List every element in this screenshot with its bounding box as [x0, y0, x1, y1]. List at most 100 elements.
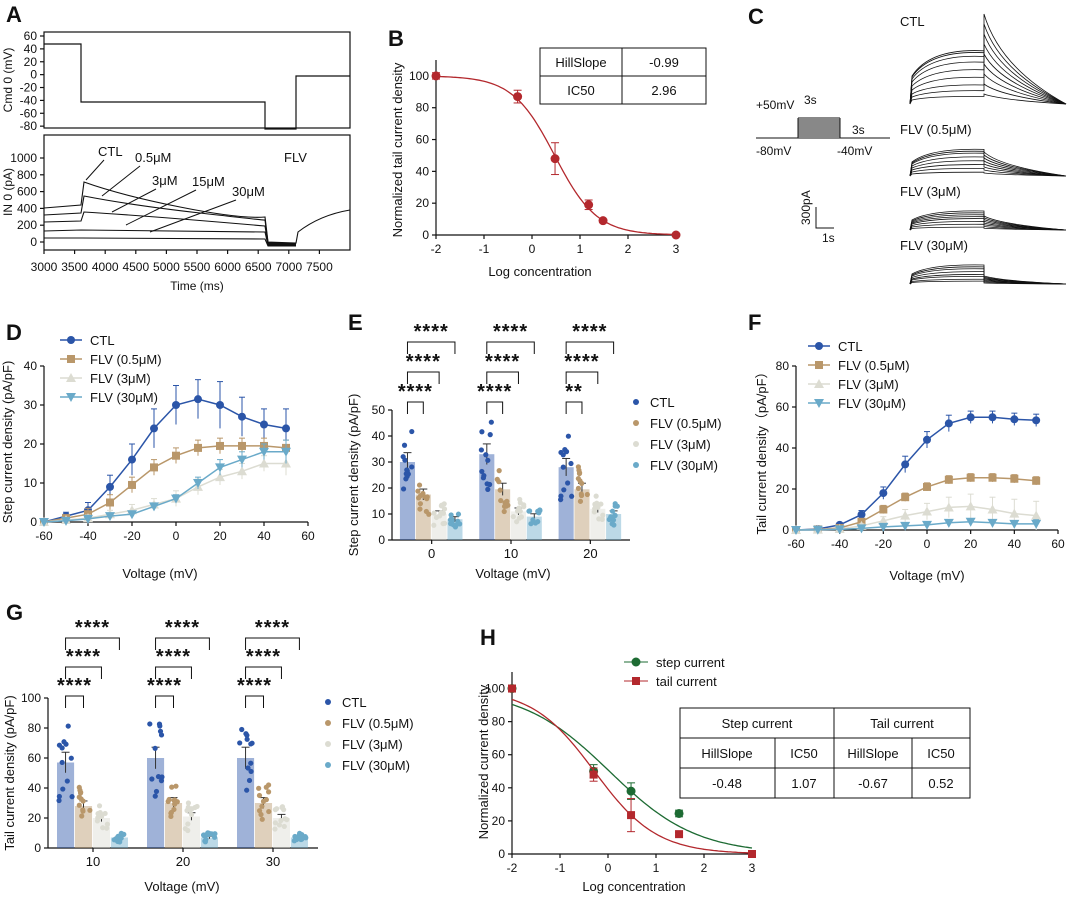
sig-bracket	[486, 341, 535, 354]
data-point	[128, 480, 136, 489]
dot	[501, 508, 507, 515]
sig-label: ****	[165, 617, 200, 639]
x-tick-label: 10	[86, 854, 100, 869]
flv30-trace	[909, 264, 1067, 285]
dot	[248, 741, 254, 747]
dot	[576, 467, 582, 473]
x-tick-label: 40	[257, 529, 271, 543]
dot	[79, 813, 85, 819]
dot	[76, 794, 82, 800]
panel-b-chart: 0 20 40 60 80 100 -2 -1 0 1 2 3 Log concentration N…	[390, 47, 707, 279]
panel-b-ylabel: Normalized tail current density	[390, 62, 405, 237]
sig-label: ****	[477, 381, 512, 403]
annot-15-line	[125, 189, 197, 226]
data-point	[901, 493, 910, 502]
panel-label-f: F	[748, 310, 761, 335]
dot	[501, 503, 508, 510]
dot	[560, 452, 566, 458]
sig-label: ****	[485, 351, 520, 373]
y-tick-label: 100	[485, 682, 505, 696]
bar	[415, 494, 431, 540]
data-point	[194, 443, 202, 452]
legend-marker	[325, 762, 331, 768]
series-line	[795, 476, 1037, 531]
legend-label: FLV (30μM)	[342, 758, 410, 773]
panel-a-voltage-command	[44, 43, 350, 130]
dot	[185, 827, 191, 834]
panel-h-xlabel: Log concentration	[582, 879, 685, 894]
data-point	[106, 482, 114, 491]
data-point	[172, 451, 180, 460]
x-tick-label: 10	[504, 546, 518, 561]
legend-marker	[633, 399, 639, 405]
h-point	[508, 684, 516, 693]
y-tick-label: 20	[416, 196, 430, 210]
dot	[487, 481, 493, 488]
panel-b-table-key-1: HillSlope	[555, 55, 606, 70]
dot	[441, 501, 447, 507]
y-tick-label: 80	[492, 715, 506, 729]
h-point	[589, 770, 598, 779]
y-tick-label: 60	[416, 133, 430, 147]
b-point	[598, 216, 608, 226]
panel-label-d: D	[6, 320, 22, 345]
x-tick-label: -2	[507, 861, 518, 875]
annot-05: 0.5μM	[135, 150, 171, 165]
y-tick-label: 0	[498, 847, 505, 861]
dot	[245, 765, 251, 771]
y-tick-label: 50	[372, 403, 386, 417]
dot	[577, 498, 584, 504]
data-point	[944, 419, 953, 428]
legend-label: FLV (30μM)	[90, 390, 158, 405]
annot-15: 15μM	[192, 174, 225, 189]
b-point	[431, 71, 441, 81]
x-tick-label: -40	[831, 537, 849, 551]
data-point	[987, 504, 998, 514]
dot	[118, 835, 124, 841]
data-point	[150, 463, 158, 472]
dot	[402, 457, 408, 463]
data-point	[857, 510, 866, 519]
data-point	[944, 475, 953, 484]
panel-label-a: A	[6, 2, 22, 27]
x-tick-label: -40	[79, 529, 97, 543]
legend-tail-marker	[632, 677, 640, 685]
h-table-sub-3: HillSlope	[847, 746, 898, 761]
x-tick-label: 30	[266, 854, 280, 869]
h-point	[627, 811, 636, 820]
x-tick-label: -20	[123, 529, 141, 543]
data-point	[923, 435, 931, 444]
data-point	[878, 515, 889, 525]
dot	[59, 759, 65, 766]
data-point	[193, 479, 203, 488]
dot	[480, 475, 487, 481]
dot	[243, 731, 249, 737]
series-line	[43, 451, 286, 523]
data-point	[1010, 474, 1019, 483]
dot	[614, 503, 620, 509]
data-point	[988, 473, 997, 482]
flv3-trace	[909, 223, 1067, 231]
y-tick-label: 100	[409, 69, 429, 83]
dot	[263, 784, 269, 790]
ctl-trace	[909, 72, 1067, 105]
dot	[281, 823, 287, 830]
data-point	[943, 518, 954, 528]
dot	[417, 501, 424, 507]
h-table-val-4: 0.52	[928, 776, 953, 791]
sig-label: ****	[255, 617, 290, 639]
y-tick-label: 20	[492, 814, 506, 828]
dot	[518, 514, 524, 520]
a-x-tick-label: 7500	[306, 260, 333, 274]
dot	[266, 808, 272, 815]
dot	[527, 508, 533, 514]
dot	[100, 825, 106, 831]
data-point	[879, 489, 888, 498]
panel-c-trace-families	[909, 13, 1067, 285]
legend-marker	[325, 699, 331, 705]
data-point	[172, 401, 180, 409]
annot-3-line	[111, 188, 157, 213]
dot	[415, 488, 421, 494]
sig-bracket	[245, 695, 265, 708]
a-x-tick-label: 7000	[275, 260, 302, 274]
